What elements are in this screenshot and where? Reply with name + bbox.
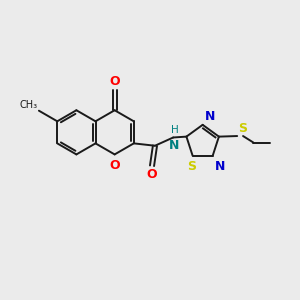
Text: N: N [169,139,179,152]
Text: CH₃: CH₃ [20,100,38,110]
Text: N: N [214,160,225,173]
Text: S: S [188,160,196,173]
Text: O: O [109,75,120,88]
Text: S: S [238,122,247,135]
Text: N: N [204,110,215,123]
Text: O: O [146,168,157,181]
Text: H: H [170,124,178,134]
Text: O: O [109,159,120,172]
